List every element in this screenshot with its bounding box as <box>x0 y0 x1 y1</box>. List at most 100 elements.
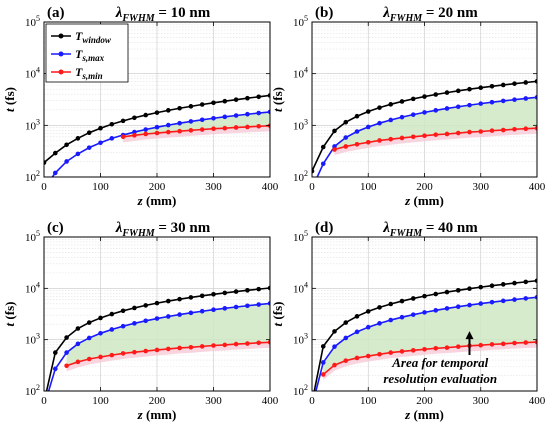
y-tick-exp: 2 <box>36 383 40 392</box>
series-point-window <box>320 144 326 150</box>
y-tick-base: 10 <box>293 283 305 295</box>
series-point-window <box>222 290 228 296</box>
series-point-s-min <box>154 347 160 353</box>
series-point-s-max <box>166 122 171 128</box>
series-point-s-max <box>199 308 205 314</box>
series-point-s-min <box>256 340 262 346</box>
series-point-s-min <box>120 351 126 356</box>
series-point-s-max <box>388 117 394 123</box>
series-point-window <box>523 80 529 85</box>
y-tick-exp: 3 <box>304 117 308 126</box>
y-tick-exp: 5 <box>304 14 308 23</box>
series-point-window <box>86 130 92 136</box>
panel-letter: (c) <box>47 220 64 236</box>
series-point-s-min <box>478 342 484 348</box>
series-point-s-max <box>422 310 427 315</box>
series-point-s-min <box>388 350 394 355</box>
series-point-s-min <box>444 131 450 137</box>
area-pink <box>123 125 270 143</box>
series-point-window <box>312 168 315 174</box>
series-point-window <box>177 105 182 111</box>
series-point-s-max <box>343 135 349 140</box>
series-point-window <box>399 298 405 304</box>
annotation-line: resolution evaluation <box>383 371 497 386</box>
series-point-s-max <box>53 366 58 372</box>
x-tick-label: 400 <box>529 181 546 193</box>
series-point-s-max <box>512 297 517 302</box>
series-point-window <box>422 293 427 299</box>
y-axis-var: t <box>2 322 17 326</box>
series-point-window <box>467 286 472 291</box>
y-axis-label: t (fs) <box>270 302 285 327</box>
series-point-s-min <box>109 352 115 358</box>
x-tick-label: 0 <box>41 395 47 407</box>
y-tick-base: 10 <box>293 335 305 347</box>
series-point-window <box>534 278 537 284</box>
y-tick-base: 10 <box>293 69 305 81</box>
legend-base: T <box>75 47 83 61</box>
series-point-s-min <box>410 348 416 353</box>
title-lambda: λ <box>382 220 390 236</box>
series-point-window <box>177 296 182 302</box>
series-point-window <box>120 118 126 124</box>
panel-title: λFWHM = 30 nm <box>115 220 211 239</box>
series-point-window <box>86 320 92 325</box>
series-point-s-min <box>365 353 371 359</box>
y-axis-unit: (fs) <box>2 87 17 108</box>
series-point-s-max <box>365 324 371 330</box>
series-point-s-min <box>422 346 427 352</box>
y-tick-base: 10 <box>293 172 305 184</box>
series-point-s-max <box>534 294 537 300</box>
y-axis-label: t (fs) <box>2 87 17 112</box>
series-point-window <box>433 92 439 97</box>
x-tick-label: 300 <box>473 181 490 193</box>
series-point-s-min <box>154 130 160 136</box>
x-axis-label: z (mm) <box>137 193 177 208</box>
series-point-s-min <box>343 144 349 149</box>
series-point-s-max <box>132 321 137 326</box>
series-point-window <box>211 100 216 106</box>
x-tick-label: 100 <box>360 181 377 193</box>
series-point-s-max <box>523 96 529 101</box>
series-point-window <box>75 136 81 141</box>
x-tick-label: 200 <box>149 395 166 407</box>
series-point-window <box>343 320 349 325</box>
series-point-s-min <box>388 136 394 142</box>
x-tick-label: 300 <box>205 395 222 407</box>
series-point-s-max <box>109 327 115 332</box>
series-point-s-max <box>154 124 160 130</box>
series-point-window <box>388 301 394 307</box>
series-point-window <box>256 286 262 292</box>
series-point-s-max <box>433 108 439 113</box>
series-point-s-min <box>267 339 270 345</box>
series-point-window <box>233 97 239 102</box>
series-point-s-max <box>422 110 427 115</box>
series-point-s-max <box>75 151 81 157</box>
y-tick-exp: 2 <box>304 383 308 392</box>
y-tick-label: 102 <box>25 169 40 184</box>
legend-entry: Ts,min <box>75 65 103 81</box>
series-point-window <box>444 90 450 95</box>
series-point-s-max <box>354 329 360 335</box>
series-point-window <box>410 296 416 301</box>
area-green <box>334 97 537 150</box>
series-point-s-max <box>120 323 126 329</box>
series-point-s-min <box>245 341 250 346</box>
y-tick-label: 105 <box>25 14 40 29</box>
series-point-s-min <box>500 127 506 133</box>
series-point-window <box>455 288 461 293</box>
series-point-window <box>188 104 194 109</box>
series-point-window <box>388 102 394 107</box>
series-point-s-max <box>86 145 92 150</box>
series-point-s-max <box>64 159 69 164</box>
y-tick-exp: 4 <box>36 66 40 75</box>
title-lambda: λ <box>382 5 390 21</box>
series-point-window <box>154 110 160 115</box>
series-point-window <box>98 315 103 321</box>
series-point-s-max <box>444 306 450 311</box>
series-point-s-min <box>433 345 439 351</box>
y-tick-exp: 5 <box>36 229 40 238</box>
